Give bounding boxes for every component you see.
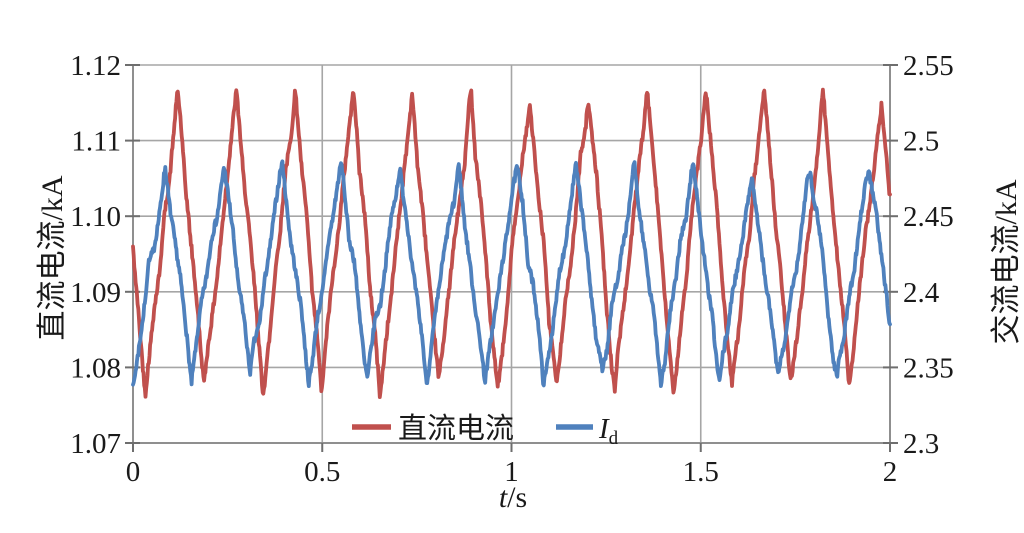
left-tick-label: 1.12	[70, 50, 121, 82]
left-tick-label: 1.11	[71, 126, 121, 158]
x-axis-title-unit: /s	[507, 481, 527, 514]
x-tick-label: 1	[504, 456, 519, 488]
x-tick-label: 0	[126, 456, 141, 488]
legend-dc-label: 直流电流	[398, 412, 514, 445]
legend-id-label-main: I	[598, 413, 610, 445]
series-id-line	[131, 159, 892, 389]
x-tick-label: 0.5	[304, 456, 340, 488]
tick-marks	[125, 64, 898, 452]
left-tick-label: 1.10	[70, 201, 121, 233]
x-axis-tick-labels: 0 0.5 1 1.5 2	[126, 456, 898, 488]
right-tick-label: 2.5	[903, 126, 939, 158]
right-tick-label: 2.4	[903, 277, 940, 309]
left-tick-label: 1.07	[70, 428, 121, 460]
x-axis-title: t/s	[499, 481, 527, 514]
left-axis-tick-labels: 1.12 1.11 1.10 1.09 1.08 1.07	[70, 50, 121, 460]
right-axis-tick-labels: 2.55 2.5 2.45 2.4 2.35 2.3	[903, 50, 954, 460]
right-tick-label: 2.35	[903, 352, 954, 384]
right-tick-label: 2.45	[903, 201, 954, 233]
legend: 直流电流 Id	[352, 412, 619, 449]
series-dc-line	[131, 87, 892, 400]
legend-id-label: Id	[598, 413, 619, 449]
left-axis-title: 直流电流/kA	[36, 175, 69, 340]
legend-id-label-sub: d	[609, 428, 619, 449]
left-tick-label: 1.09	[70, 277, 121, 309]
x-axis-title-symbol: t	[499, 481, 508, 514]
series-lines	[131, 87, 892, 400]
left-tick-label: 1.08	[70, 352, 121, 384]
right-axis-title: 交流电流/kA	[990, 179, 1023, 344]
right-tick-label: 2.3	[903, 428, 939, 460]
right-tick-label: 2.55	[903, 50, 954, 82]
x-tick-label: 2	[883, 456, 898, 488]
x-tick-label: 1.5	[683, 456, 719, 488]
